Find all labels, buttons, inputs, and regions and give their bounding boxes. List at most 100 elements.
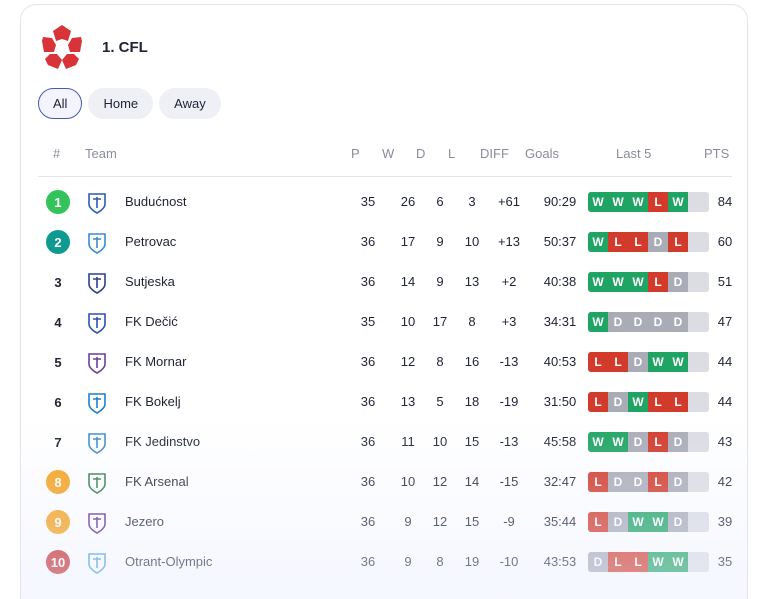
team-name[interactable]: Otrant-Olympic <box>125 554 213 569</box>
form-result-draw[interactable]: D <box>668 472 688 492</box>
table-row[interactable]: 6 FK Bokelj 36 13 5 18 -19 31:50 44 L D W L L <box>38 382 732 422</box>
form-result-loss[interactable]: L <box>588 472 608 492</box>
table-row[interactable]: 5 FK Mornar 36 12 8 16 -13 40:53 44 L L D W W <box>38 342 732 382</box>
form-result-loss[interactable]: L <box>648 472 668 492</box>
table-row[interactable]: 9 Jezero 36 9 12 15 -9 35:44 39 L D W W D <box>38 502 732 542</box>
form-result-draw[interactable]: D <box>628 352 648 372</box>
form-result-win[interactable]: W <box>648 352 668 372</box>
form-result-loss[interactable]: L <box>588 352 608 372</box>
filter-away-button[interactable]: Away <box>159 88 221 119</box>
form-result-loss[interactable]: L <box>628 232 648 252</box>
team-name[interactable]: FK Bokelj <box>125 394 181 409</box>
draws-cell: 8 <box>436 354 444 369</box>
form-result-draw[interactable]: D <box>668 432 688 452</box>
losses-cell: 14 <box>464 474 480 489</box>
form-result-win[interactable]: W <box>608 432 628 452</box>
form-result-win[interactable]: W <box>588 432 608 452</box>
team-name[interactable]: Jezero <box>125 514 165 529</box>
rank-badge: 9 <box>46 510 70 534</box>
form-result-loss[interactable]: L <box>628 552 648 572</box>
form-result-win[interactable]: W <box>648 552 668 572</box>
league-logo-icon <box>42 25 82 69</box>
team-name[interactable]: Budućnost <box>125 194 187 209</box>
form-result-draw[interactable]: D <box>668 512 688 532</box>
form-result-loss[interactable]: L <box>668 392 688 412</box>
budcnost-crest-icon <box>88 193 106 214</box>
form-result-draw[interactable]: D <box>608 472 628 492</box>
goal-diff-cell: +13 <box>497 234 521 249</box>
table-row[interactable]: 8 FK Arsenal 36 10 12 14 -15 32:47 42 L D D L D <box>38 462 732 502</box>
form-result-win[interactable]: W <box>648 512 668 532</box>
form-result-loss[interactable]: L <box>648 432 668 452</box>
form-result-draw[interactable]: D <box>668 312 688 332</box>
filter-all-button[interactable]: All <box>38 88 83 119</box>
form-result-win[interactable]: W <box>668 352 688 372</box>
form-result-loss[interactable]: L <box>648 392 668 412</box>
draws-cell: 12 <box>432 514 448 529</box>
form-result-win[interactable]: W <box>588 272 608 292</box>
table-row[interactable]: 10 Otrant-Olympic 36 9 8 19 -10 43:53 35 D L L W W <box>38 542 732 582</box>
form-result-draw[interactable]: D <box>628 432 648 452</box>
arsenal-crest-icon <box>88 473 106 494</box>
header-rank: # <box>53 146 61 161</box>
wins-cell: 26 <box>400 194 416 209</box>
form-result-draw[interactable]: D <box>648 312 668 332</box>
team-name[interactable]: FK Arsenal <box>125 474 189 489</box>
form-result-draw[interactable]: D <box>588 552 608 572</box>
form-result-win[interactable]: W <box>668 192 688 212</box>
table-row[interactable]: 4 FK Dečić 35 10 17 8 +3 34:31 47 W D D D D <box>38 302 732 342</box>
form-result-loss[interactable]: L <box>608 232 628 252</box>
form-result-loss[interactable]: L <box>648 272 668 292</box>
form-result-loss[interactable]: L <box>648 192 668 212</box>
form-result-win[interactable]: W <box>628 392 648 412</box>
form-result-win[interactable]: W <box>628 192 648 212</box>
form-result-loss[interactable]: L <box>668 232 688 252</box>
team-name[interactable]: Petrovac <box>125 234 177 249</box>
form-result-win[interactable]: W <box>628 272 648 292</box>
team-name[interactable]: FK Jedinstvo <box>125 434 201 449</box>
points-cell: 44 <box>717 354 733 369</box>
form-result-win[interactable]: W <box>588 192 608 212</box>
played-cell: 35 <box>360 314 376 329</box>
form-result-draw[interactable]: D <box>668 272 688 292</box>
form-result-draw[interactable]: D <box>628 312 648 332</box>
table-row[interactable]: 1 Budućnost 35 26 6 3 +61 90:29 84 W W W L W <box>38 182 732 222</box>
form-result-win[interactable]: W <box>588 232 608 252</box>
goal-diff-cell: -13 <box>499 354 519 369</box>
form-result-win[interactable]: W <box>608 272 628 292</box>
goals-cell: 43:53 <box>543 554 577 569</box>
form-result-draw[interactable]: D <box>608 312 628 332</box>
draws-cell: 17 <box>432 314 448 329</box>
form-result-win[interactable]: W <box>628 512 648 532</box>
form-result-loss[interactable]: L <box>608 552 628 572</box>
form-result-loss[interactable]: L <box>588 392 608 412</box>
standings-card: 1. CFL All Home Away # Team P W D L DIFF… <box>20 4 748 599</box>
header-diff: DIFF <box>480 146 509 161</box>
form-result-win[interactable]: W <box>608 192 628 212</box>
form-result-draw[interactable]: D <box>608 392 628 412</box>
header-goals: Goals <box>525 146 559 161</box>
form-result-draw[interactable]: D <box>628 472 648 492</box>
team-name[interactable]: FK Mornar <box>125 354 187 369</box>
team-name[interactable]: FK Dečić <box>125 314 178 329</box>
played-cell: 36 <box>360 234 376 249</box>
played-cell: 36 <box>360 514 376 529</box>
table-row[interactable]: 3 Sutjeska 36 14 9 13 +2 40:38 51 W W W L D <box>38 262 732 302</box>
team-name[interactable]: Sutjeska <box>125 274 175 289</box>
filter-home-button[interactable]: Home <box>88 88 154 119</box>
form-result-loss[interactable]: L <box>588 512 608 532</box>
form-result-win[interactable]: W <box>668 552 688 572</box>
rank-badge: 5 <box>54 354 62 370</box>
table-row[interactable]: 2 Petrovac 36 17 9 10 +13 50:37 60 W L L D L <box>38 222 732 262</box>
table-row[interactable]: 7 FK Jedinstvo 36 11 10 15 -13 45:58 43 W W D L D <box>38 422 732 462</box>
draws-cell: 12 <box>432 474 448 489</box>
losses-cell: 8 <box>468 314 476 329</box>
form-result-draw[interactable]: D <box>608 512 628 532</box>
form-result-draw[interactable]: D <box>648 232 668 252</box>
form-result-win[interactable]: W <box>588 312 608 332</box>
form-result-loss[interactable]: L <box>608 352 628 372</box>
